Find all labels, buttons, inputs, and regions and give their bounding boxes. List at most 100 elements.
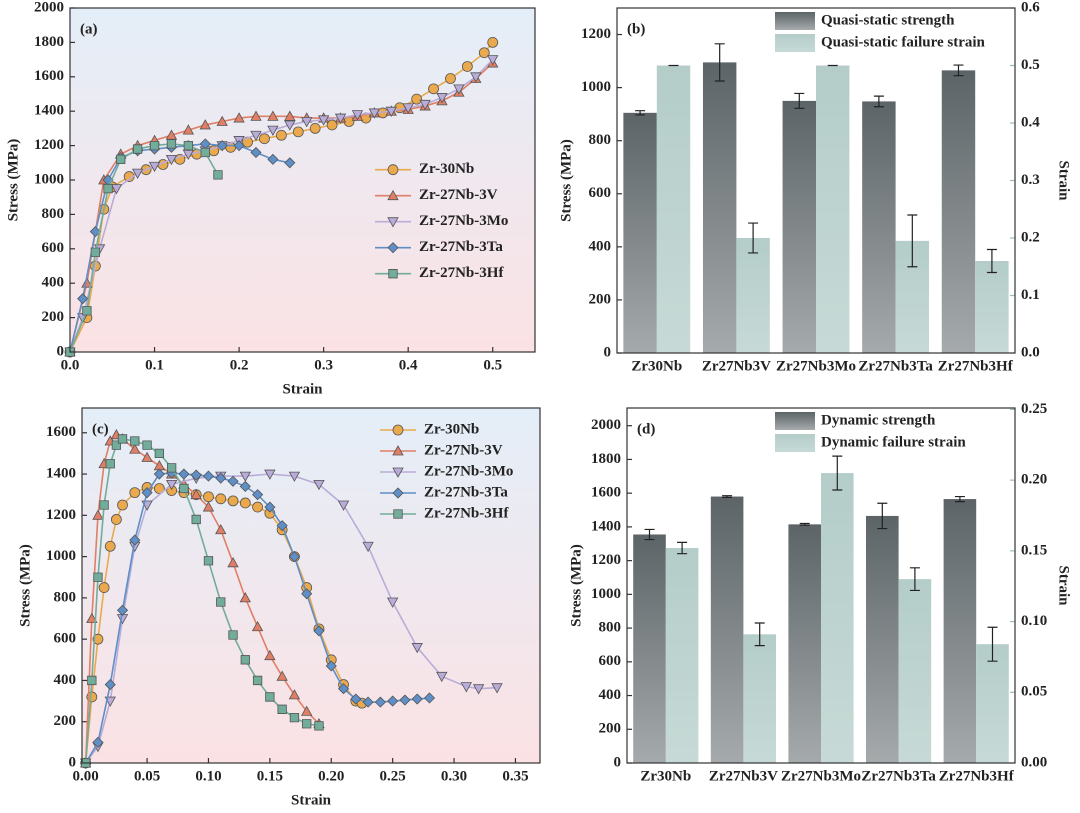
legend-label: Quasi-static strength [821, 12, 955, 28]
data-point [116, 154, 126, 165]
data-point [130, 436, 140, 446]
data-point [402, 103, 414, 114]
data-point [313, 625, 325, 637]
data-point [98, 582, 110, 593]
x-tick-label: 0.30 [441, 768, 467, 784]
panel-label: (a) [80, 21, 98, 37]
y-tick-label: 1200 [581, 26, 611, 42]
legend-marker [392, 445, 404, 456]
data-point [386, 597, 399, 608]
data-point [250, 110, 262, 121]
y-tick-label: 1000 [581, 79, 611, 95]
y-tick-label: 1400 [46, 465, 76, 481]
data-point [215, 493, 227, 505]
data-point [460, 682, 473, 693]
data-point [284, 120, 296, 131]
y-tick-label: 200 [42, 309, 65, 325]
panel-label: (d) [637, 421, 655, 437]
legend-swatch [775, 412, 815, 430]
data-point [190, 469, 202, 481]
bar [656, 65, 691, 353]
y-tick-label: 2000 [591, 417, 621, 433]
y-tick-label: 1800 [591, 451, 621, 467]
x-axis-title: Strain [291, 792, 332, 808]
x-tick-label: 0.1 [145, 357, 164, 373]
data-point [141, 487, 153, 499]
data-point [81, 277, 93, 288]
legend-label: Quasi-static failure strain [821, 34, 986, 50]
data-point [317, 115, 330, 126]
data-point [178, 468, 190, 480]
y-tick-label: 800 [599, 620, 622, 636]
y-tick-label: 0 [604, 344, 612, 360]
data-point [131, 168, 144, 179]
y-tick-label: 1600 [46, 424, 76, 440]
y-tick-label: 600 [589, 185, 612, 201]
data-point [423, 692, 436, 704]
error-bar [877, 502, 888, 530]
data-point [154, 448, 165, 459]
panel-label: (b) [627, 21, 645, 37]
legend-label: Zr-27Nb-3Mo [424, 463, 513, 479]
data-point [90, 247, 101, 257]
y2-tick-label: 0.6 [1021, 0, 1040, 15]
y-tick-label: 1600 [591, 485, 621, 501]
y2-tick-label: 0.05 [1021, 684, 1047, 700]
bar [633, 534, 666, 763]
data-point [191, 514, 201, 525]
error-bar [799, 522, 810, 526]
bar [943, 499, 977, 763]
data-point [104, 540, 116, 552]
data-point [472, 684, 485, 695]
data-point [334, 113, 347, 124]
data-point [103, 183, 113, 194]
legend-marker [392, 487, 404, 499]
legend-label: Zr-27Nb-3V [419, 187, 498, 203]
data-point [264, 649, 276, 661]
error-bar [644, 528, 655, 541]
data-point [104, 679, 116, 691]
bar [782, 100, 816, 353]
error-bar [754, 622, 765, 647]
x-tick-label: 0.15 [257, 768, 283, 784]
y-tick-label: 0 [614, 754, 622, 770]
legend-label: Zr-27Nb-3V [424, 442, 503, 458]
data-point [183, 140, 194, 151]
y2-tick-label: 0.4 [1021, 114, 1040, 130]
error-bar [677, 541, 688, 555]
plot-frame [626, 407, 1016, 764]
x-tick-label: 0.5 [483, 357, 502, 373]
y-tick-label: 800 [54, 589, 77, 605]
y-tick-label: 600 [42, 240, 65, 256]
legend-swatch [775, 34, 815, 52]
data-point [227, 475, 239, 487]
data-point [252, 675, 263, 686]
data-point [117, 434, 128, 444]
data-point [275, 129, 287, 141]
error-bar [873, 95, 884, 108]
data-point [264, 469, 276, 480]
data-point [276, 520, 288, 532]
y-tick-label: 600 [599, 653, 622, 669]
data-point [313, 479, 325, 491]
data-point [284, 110, 296, 121]
error-bar [909, 567, 920, 592]
data-point [487, 37, 499, 48]
y-tick-label: 1200 [46, 507, 76, 523]
legend-marker [388, 269, 398, 279]
y-tick-label: 400 [599, 687, 622, 703]
bar [975, 261, 1009, 353]
y-tick-label: 1000 [46, 548, 76, 564]
data-point [301, 705, 313, 716]
data-point [153, 483, 165, 494]
bar [623, 112, 657, 353]
data-point [445, 73, 456, 84]
legend-swatch [775, 12, 815, 30]
y-tick-label: 800 [42, 206, 65, 222]
data-point [233, 112, 245, 123]
data-point [239, 592, 251, 603]
x-tick-label: 0.2 [230, 357, 249, 373]
legend-label: Zr-30Nb [424, 421, 479, 437]
data-point [276, 670, 288, 681]
y2-axis-title: Strain [1056, 160, 1072, 201]
